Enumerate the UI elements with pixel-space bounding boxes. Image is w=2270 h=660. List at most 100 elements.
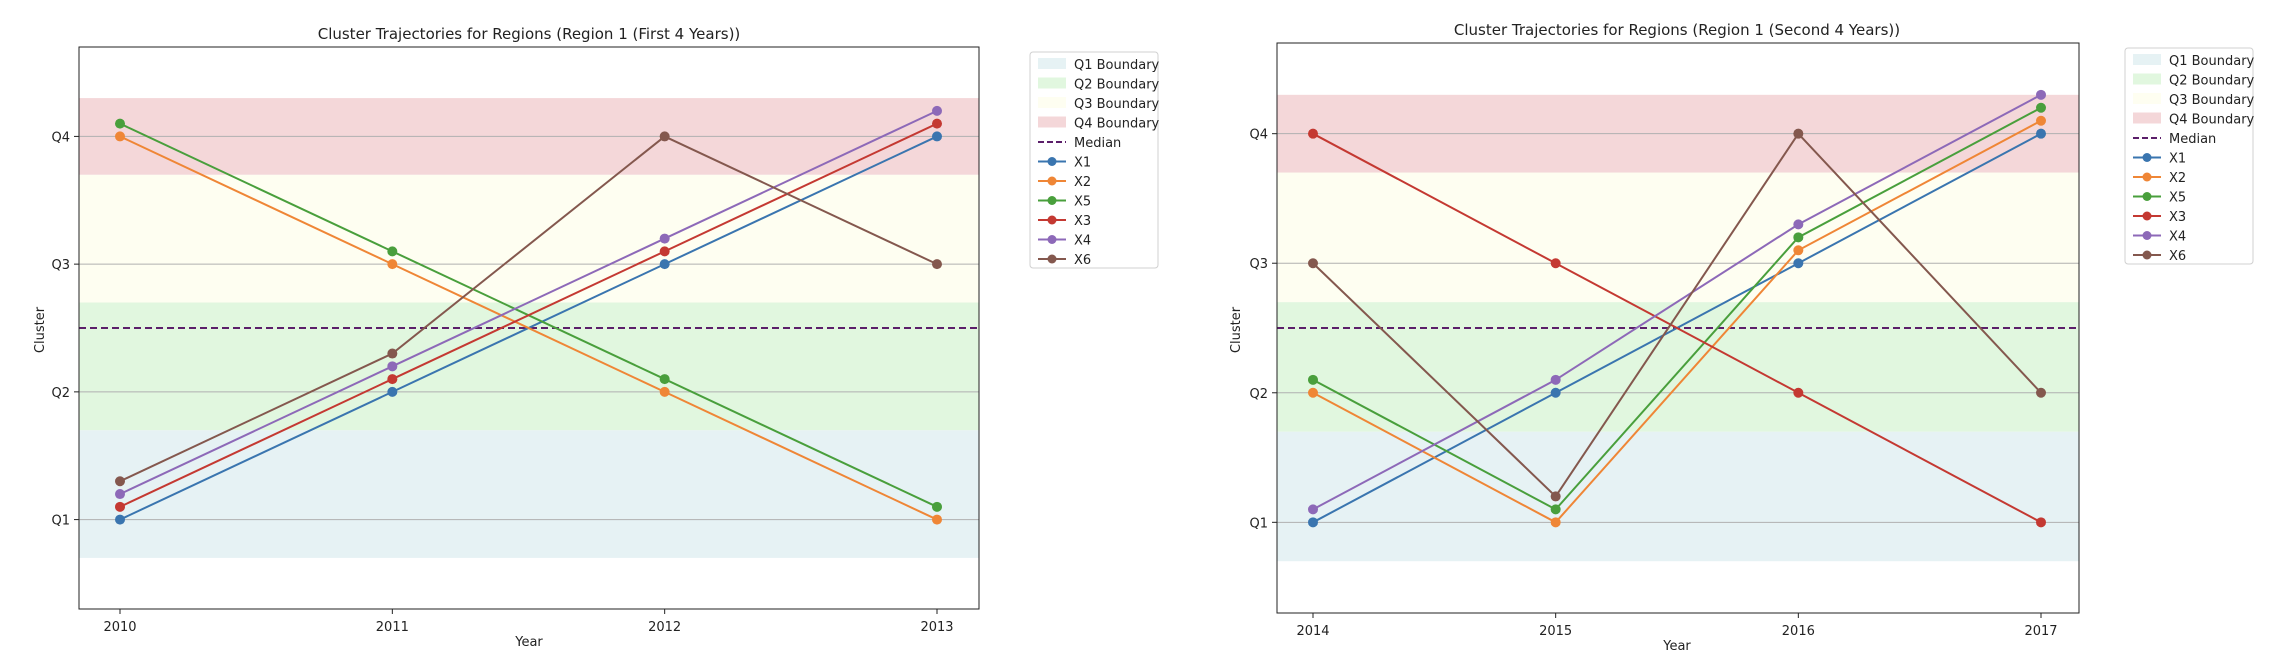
legend-swatch-q3-boundary <box>2133 93 2161 104</box>
data-point-x4 <box>1308 504 1318 515</box>
legend-marker-x1 <box>2142 153 2152 162</box>
axes-frame <box>1276 42 2080 614</box>
chart-1-plot-area: Q1 Q2 Q3 Q4 2010 2011 2012 2013 <box>51 46 980 635</box>
legend-label-x3: X3 <box>1074 214 1091 229</box>
data-point-x2 <box>659 386 670 397</box>
data-point-x3 <box>115 501 125 512</box>
data-point-x2 <box>1793 245 1804 256</box>
data-point-x2 <box>932 514 942 525</box>
legend-swatch-q1-boundary <box>2133 54 2161 65</box>
data-point-x1 <box>1308 517 1318 528</box>
data-point-x2 <box>1308 387 1318 398</box>
data-point-x1 <box>932 131 942 142</box>
x-tick-label: 2016 <box>1782 624 1815 639</box>
chart-2-y-axis-label: Cluster <box>1229 306 1244 353</box>
legend-label-q4-boundary: Q4 Boundary <box>2169 113 2255 128</box>
data-point-x5 <box>932 501 942 512</box>
legend-marker-x2 <box>2142 172 2152 182</box>
legend-label-x1: X1 <box>2169 152 2186 167</box>
x-tick-label: 2013 <box>920 620 953 635</box>
band-1 <box>1277 431 2079 562</box>
x-tick-label: 2012 <box>648 620 681 635</box>
chart-2-legend: Q1 Boundary Q2 Boundary Q3 Boundary Q4 Boun… <box>2124 47 2255 265</box>
legend-label-q4-boundary: Q4 Boundary <box>1074 117 1160 132</box>
data-point-x6 <box>659 131 670 142</box>
band-2 <box>1277 302 2079 432</box>
data-point-x5 <box>659 374 670 385</box>
data-point-x6 <box>387 348 398 359</box>
data-point-x1 <box>115 514 125 525</box>
data-point-x5 <box>2036 102 2046 113</box>
data-point-x5 <box>387 246 398 257</box>
legend-marker-x2 <box>1047 176 1057 186</box>
legend-swatch-q2-boundary <box>2133 73 2161 85</box>
chart-1-title: Cluster Trajectories for Regions (Region… <box>318 25 741 43</box>
data-point-x4 <box>932 105 942 116</box>
data-point-x3 <box>1308 128 1318 139</box>
y-tick-label: Q4 <box>51 130 70 145</box>
y-tick-label: Q2 <box>51 386 70 401</box>
y-tick-label: Q1 <box>1249 516 1268 531</box>
series-line-x3 <box>119 122 938 508</box>
data-point-x3 <box>932 118 942 129</box>
data-point-x6 <box>2036 387 2046 398</box>
legend-label-x1: X1 <box>1074 156 1091 171</box>
data-point-x5 <box>1793 232 1804 243</box>
data-point-x2 <box>2036 115 2046 126</box>
legend-marker-x3 <box>2142 211 2152 221</box>
data-point-x2 <box>115 131 125 142</box>
legend-label-q2-boundary: Q2 Boundary <box>2169 74 2255 89</box>
legend-label-q2-boundary: Q2 Boundary <box>1074 78 1160 93</box>
legend-marker-x5 <box>2142 192 2152 201</box>
data-point-x6 <box>1793 128 1804 139</box>
series-line-x4 <box>119 109 938 495</box>
chart-2-title: Cluster Trajectories for Regions (Region… <box>1454 21 1900 39</box>
data-point-x1 <box>659 259 670 270</box>
data-point-x4 <box>115 489 125 500</box>
legend-swatch-q4-boundary <box>2133 112 2161 124</box>
data-point-x2 <box>387 259 398 270</box>
data-point-x2 <box>1550 517 1561 528</box>
data-point-x6 <box>1550 491 1561 502</box>
y-tick-label: Q3 <box>51 258 70 273</box>
data-point-x4 <box>1550 374 1561 385</box>
legend-marker-x1 <box>1047 157 1057 166</box>
data-point-x6 <box>1308 258 1318 269</box>
legend-label-median: Median <box>1074 136 1121 151</box>
legend-marker-x6 <box>2142 250 2152 260</box>
band-3 <box>1277 172 2079 303</box>
legend-label-x6: X6 <box>2169 249 2186 264</box>
data-point-x3 <box>659 246 670 257</box>
y-tick-label: Q1 <box>51 514 70 529</box>
x-tick-label: 2017 <box>2024 624 2057 639</box>
legend-label-x3: X3 <box>2169 210 2186 225</box>
series-line-x6 <box>119 135 938 483</box>
legend-label-x2: X2 <box>1074 175 1091 190</box>
x-tick-label: 2011 <box>376 620 409 635</box>
axes-frame <box>78 46 980 610</box>
data-point-x1 <box>1550 387 1561 398</box>
data-point-x5 <box>1308 374 1318 385</box>
chart-1: Cluster Trajectories for Regions (Region… <box>33 25 1160 650</box>
chart-2-plot-area: Q1 Q2 Q3 Q4 2014 2015 2016 2017 <box>1249 42 2080 639</box>
data-point-x3 <box>387 374 398 385</box>
legend-marker-x4 <box>1047 235 1057 244</box>
legend-marker-x3 <box>1047 215 1057 225</box>
legend-label-q1-boundary: Q1 Boundary <box>1074 58 1160 73</box>
series-line-x3 <box>1312 132 2042 524</box>
chart-2-x-axis-label: Year <box>1662 639 1691 654</box>
data-point-x6 <box>932 259 942 270</box>
chart-1-legend: Q1 Boundary Q2 Boundary Q3 Boundary Q4 Boun… <box>1029 51 1160 269</box>
y-tick-label: Q3 <box>1249 257 1268 272</box>
legend-label-x4: X4 <box>1074 234 1091 249</box>
y-tick-label: Q2 <box>1249 387 1268 402</box>
data-point-x3 <box>1550 258 1561 269</box>
series-line-x2 <box>1312 119 2042 524</box>
chart-1-y-axis-label: Cluster <box>33 306 48 353</box>
band-3 <box>79 174 979 303</box>
data-point-x4 <box>659 233 670 244</box>
legend-marker-x4 <box>2142 231 2152 240</box>
legend-swatch-q1-boundary <box>1038 58 1066 69</box>
legend-marker-x6 <box>1047 254 1057 264</box>
